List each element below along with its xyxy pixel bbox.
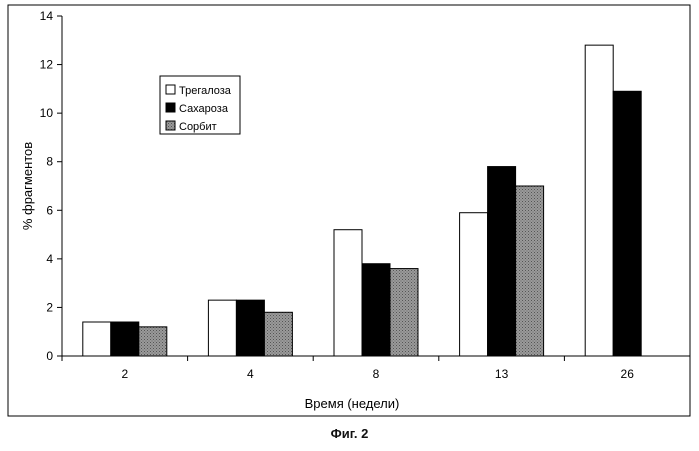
bar-2-26 bbox=[613, 91, 641, 356]
legend: Трегалоза Сахароза Сорбит bbox=[160, 76, 240, 134]
bar-2-4 bbox=[236, 300, 264, 356]
y-tick-label: 6 bbox=[46, 203, 53, 217]
y-tick-label: 0 bbox=[46, 349, 53, 363]
bar-2-13 bbox=[488, 167, 516, 356]
legend-label-2: Сахароза bbox=[179, 103, 229, 115]
y-tick-label: 4 bbox=[46, 252, 53, 266]
legend-label-1: Трегалоза bbox=[179, 85, 232, 97]
y-tick-label: 10 bbox=[40, 106, 54, 120]
bar-3-4 bbox=[264, 312, 292, 356]
bar-chart: 0 2 4 6 8 10 12 14 2 4 8 13 26 Время (недели) % фра… bbox=[0, 0, 699, 420]
bar-1-4 bbox=[208, 300, 236, 356]
y-tick-label: 2 bbox=[46, 300, 53, 314]
x-axis-label: Время (недели) bbox=[305, 396, 400, 411]
y-tick-label: 8 bbox=[46, 155, 53, 169]
y-axis-label: % фрагментов bbox=[20, 142, 35, 230]
legend-swatch-1 bbox=[166, 85, 175, 94]
bar-2-8 bbox=[362, 264, 390, 356]
bar-3-8 bbox=[390, 269, 418, 356]
y-tick-label: 14 bbox=[40, 9, 54, 23]
legend-label-3: Сорбит bbox=[179, 121, 217, 133]
x-tick-label: 8 bbox=[373, 367, 380, 381]
legend-swatch-3 bbox=[166, 121, 175, 130]
bar-1-13 bbox=[460, 213, 488, 356]
bar-3-13 bbox=[516, 186, 544, 356]
y-tick-label: 12 bbox=[40, 58, 54, 72]
x-tick-label: 4 bbox=[247, 367, 254, 381]
figure-caption: Фиг. 2 bbox=[0, 426, 699, 441]
legend-swatch-2 bbox=[166, 103, 175, 112]
x-tick-label: 26 bbox=[621, 367, 635, 381]
bar-3-2 bbox=[139, 327, 167, 356]
bar-2-2 bbox=[111, 322, 139, 356]
bar-1-2 bbox=[83, 322, 111, 356]
bar-1-26 bbox=[585, 45, 613, 356]
bar-1-8 bbox=[334, 230, 362, 356]
x-tick-label: 13 bbox=[495, 367, 509, 381]
x-tick-label: 2 bbox=[121, 367, 128, 381]
